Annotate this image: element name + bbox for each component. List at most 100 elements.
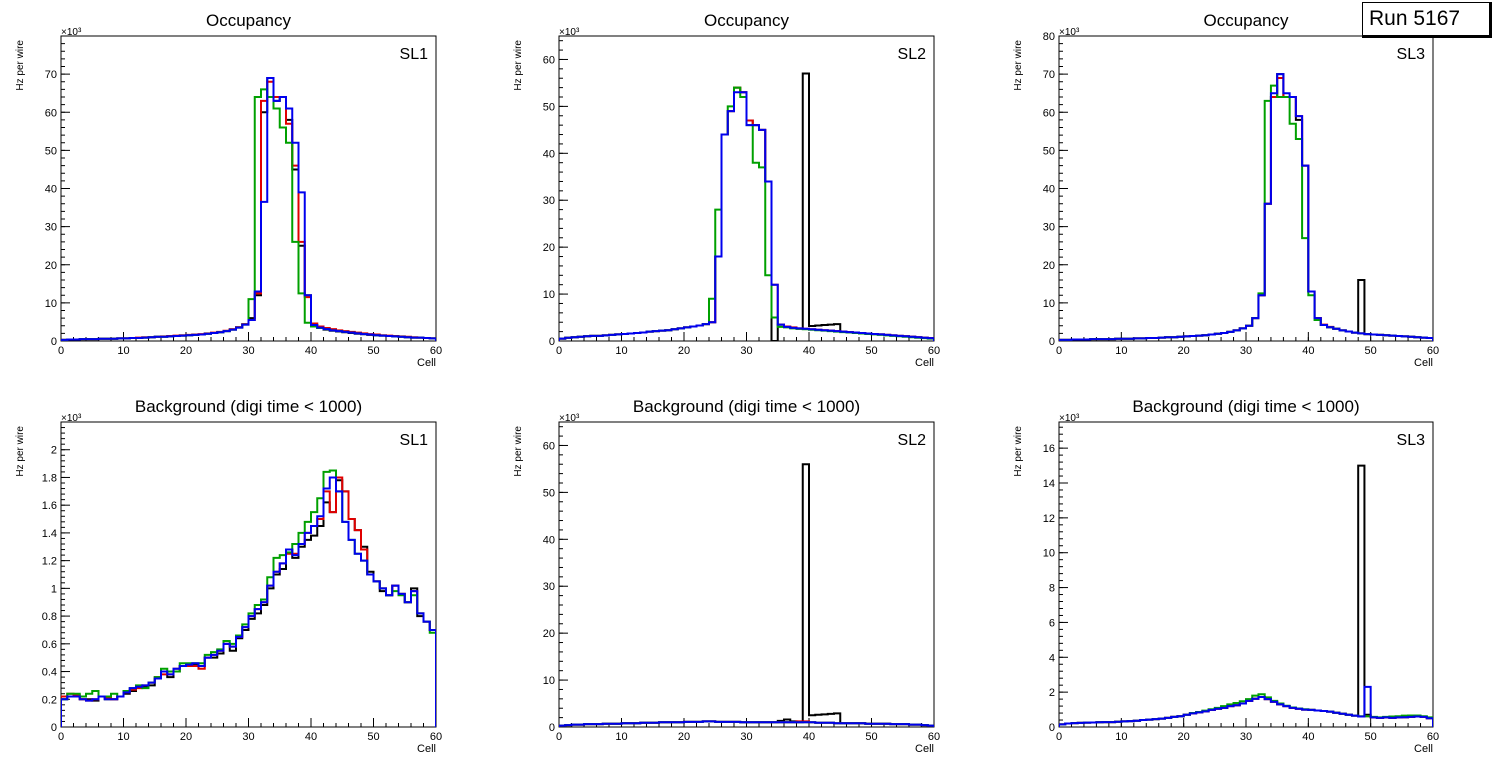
chart-title: Background (digi time < 1000) bbox=[633, 397, 860, 416]
y-tick-label: 20 bbox=[543, 242, 555, 254]
y-tick-label: 0.2 bbox=[42, 694, 57, 706]
chart-panel-6: Background (digi time < 1000) SL3 ×10³ Cell… bbox=[1013, 397, 1439, 755]
superlayer-label: SL3 bbox=[1397, 432, 1426, 449]
y-tick-label: 50 bbox=[1043, 145, 1055, 157]
x-tick-label: 40 bbox=[1302, 345, 1314, 357]
x-tick-label: 60 bbox=[928, 345, 940, 357]
y-tick-label: 40 bbox=[543, 534, 555, 546]
x-axis-label: Cell bbox=[417, 743, 436, 755]
y-tick-label: 50 bbox=[543, 487, 555, 499]
x-tick-label: 60 bbox=[928, 731, 940, 743]
histogram-series-blue bbox=[559, 720, 934, 727]
chart-panel-1: Occupancy SL1 ×10³ Cell Hz per wire 0 10 20 30 40… bbox=[15, 11, 442, 369]
y-tick-label: 1.4 bbox=[42, 528, 57, 540]
y-tick-label: 8 bbox=[1049, 583, 1055, 595]
y-tick-label: 0.8 bbox=[42, 611, 57, 623]
x-tick-label: 60 bbox=[430, 731, 442, 743]
y-tick-label: 6 bbox=[1049, 617, 1055, 629]
y-tick-label: 40 bbox=[543, 148, 555, 160]
histogram-series-blue bbox=[61, 76, 436, 341]
chart-panel-4: Background (digi time < 1000) SL1 ×10³ Cell… bbox=[15, 397, 442, 755]
y-axis-label: Hz per wire bbox=[1013, 40, 1024, 91]
histogram-series-green bbox=[61, 469, 436, 727]
y-axis-label: Hz per wire bbox=[15, 40, 26, 91]
y-tick-label: 1 bbox=[51, 583, 57, 595]
chart-panel-5: Background (digi time < 1000) SL2 ×10³ Cell… bbox=[513, 397, 940, 755]
y-tick-label: 50 bbox=[543, 101, 555, 113]
y-tick-label: 40 bbox=[45, 184, 57, 196]
run-label: Run 5167 bbox=[1369, 7, 1461, 30]
histogram-series-blue bbox=[61, 476, 436, 727]
y-tick-label: 80 bbox=[1043, 31, 1055, 43]
y-axis-label: Hz per wire bbox=[1013, 426, 1024, 477]
histogram-series-black bbox=[559, 463, 934, 727]
y-tick-label: 0 bbox=[549, 336, 555, 348]
x-tick-label: 10 bbox=[117, 345, 129, 357]
y-tick-label: 1.6 bbox=[42, 500, 57, 512]
x-tick-label: 60 bbox=[1427, 345, 1439, 357]
x-axis-label: Cell bbox=[915, 357, 934, 369]
chart-title: Occupancy bbox=[1203, 11, 1289, 30]
axis-exponent: ×10³ bbox=[61, 27, 82, 38]
histogram-series-green bbox=[61, 88, 436, 341]
chart-panel-2: Occupancy SL2 ×10³ Cell Hz per wire 0 10 20 30 40… bbox=[513, 11, 940, 369]
y-tick-label: 30 bbox=[543, 195, 555, 207]
run-label-box: Run 5167 bbox=[1362, 2, 1492, 38]
x-tick-label: 50 bbox=[367, 345, 379, 357]
y-tick-label: 40 bbox=[1043, 184, 1055, 196]
histogram-series-green bbox=[1059, 84, 1433, 341]
y-tick-label: 14 bbox=[1043, 478, 1055, 490]
axis-exponent: ×10³ bbox=[559, 27, 580, 38]
y-tick-label: 2 bbox=[51, 445, 57, 457]
x-tick-label: 40 bbox=[305, 731, 317, 743]
x-tick-label: 40 bbox=[305, 345, 317, 357]
plot-frame bbox=[60, 35, 437, 342]
y-tick-label: 1.8 bbox=[42, 472, 57, 484]
histogram-series-red bbox=[61, 476, 436, 727]
y-tick-label: 60 bbox=[543, 440, 555, 452]
y-tick-label: 60 bbox=[543, 54, 555, 66]
axis-exponent: ×10³ bbox=[61, 413, 82, 424]
chart-title: Occupancy bbox=[704, 11, 790, 30]
superlayer-label: SL2 bbox=[898, 432, 927, 449]
y-tick-label: 60 bbox=[45, 107, 57, 119]
chart-title: Occupancy bbox=[206, 11, 292, 30]
histogram-series-black bbox=[1059, 73, 1433, 341]
y-tick-label: 70 bbox=[1043, 69, 1055, 81]
x-tick-label: 50 bbox=[1365, 731, 1377, 743]
axis-exponent: ×10³ bbox=[1059, 413, 1080, 424]
x-tick-label: 60 bbox=[430, 345, 442, 357]
x-tick-label: 30 bbox=[1240, 731, 1252, 743]
y-tick-label: 12 bbox=[1043, 513, 1055, 525]
y-tick-label: 1.2 bbox=[42, 556, 57, 568]
y-tick-label: 0 bbox=[549, 722, 555, 734]
superlayer-label: SL2 bbox=[898, 46, 927, 63]
x-tick-label: 50 bbox=[367, 731, 379, 743]
x-tick-label: 50 bbox=[865, 345, 877, 357]
y-tick-label: 10 bbox=[543, 289, 555, 301]
x-tick-label: 20 bbox=[1178, 731, 1190, 743]
y-tick-label: 10 bbox=[45, 298, 57, 310]
x-axis-label: Cell bbox=[1414, 743, 1433, 755]
x-tick-label: 60 bbox=[1427, 731, 1439, 743]
x-axis-label: Cell bbox=[417, 357, 436, 369]
x-tick-label: 40 bbox=[1302, 731, 1314, 743]
plot-frame bbox=[1058, 35, 1434, 342]
y-tick-label: 0 bbox=[51, 336, 57, 348]
x-tick-label: 10 bbox=[1115, 731, 1127, 743]
x-tick-label: 0 bbox=[58, 345, 64, 357]
x-tick-label: 30 bbox=[740, 345, 752, 357]
histogram-series-black bbox=[61, 479, 436, 727]
plot-frame bbox=[1058, 421, 1434, 728]
x-tick-label: 10 bbox=[117, 731, 129, 743]
x-tick-label: 40 bbox=[803, 731, 815, 743]
x-axis-label: Cell bbox=[915, 743, 934, 755]
y-tick-label: 70 bbox=[45, 69, 57, 81]
histogram-series-blue bbox=[559, 91, 934, 341]
x-tick-label: 30 bbox=[242, 345, 254, 357]
x-tick-label: 40 bbox=[803, 345, 815, 357]
histogram-series-black bbox=[1059, 464, 1433, 727]
y-tick-label: 0.6 bbox=[42, 639, 57, 651]
x-tick-label: 30 bbox=[1240, 345, 1252, 357]
x-tick-label: 0 bbox=[58, 731, 64, 743]
